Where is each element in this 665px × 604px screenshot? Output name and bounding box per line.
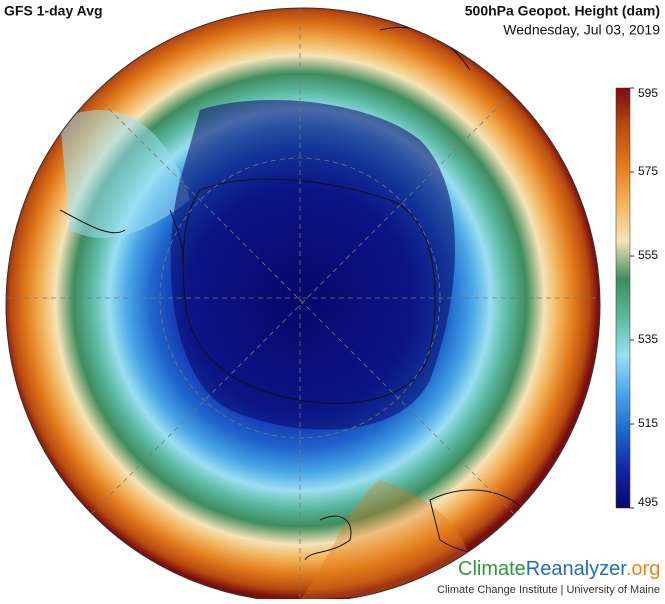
colorbar-tick-label: 515 (638, 416, 658, 430)
colorbar-tick-label: 555 (638, 248, 658, 262)
variable-label: 500hPa Geopot. Height (dam) (465, 3, 660, 19)
logo: ClimateReanalyzer.org (458, 558, 660, 580)
field-blob (300, 480, 472, 600)
coastline (304, 515, 352, 561)
colorbar-tick-label: 595 (638, 86, 658, 100)
globe (6, 8, 600, 602)
field-blob (170, 100, 455, 430)
logo-part: Climate (458, 558, 526, 580)
graticule (6, 8, 600, 602)
logo-subtitle: Climate Change Institute | University of… (437, 584, 660, 596)
logo-part: .org (626, 558, 660, 580)
antarctica-outline (182, 178, 436, 404)
field-blob (60, 109, 190, 239)
colorbar-tick-label: 575 (638, 164, 658, 178)
graticule-circle (159, 157, 441, 439)
peninsula-outline (169, 209, 184, 266)
colorbar-tick-label: 535 (638, 332, 658, 346)
map-title: GFS 1-day Avg (4, 3, 103, 19)
colorbar (615, 87, 631, 509)
coastline (59, 209, 126, 234)
colorbar-tick-label: 495 (638, 495, 658, 509)
date-label: Wednesday, Jul 03, 2019 (503, 22, 660, 38)
graticule-line (89, 89, 516, 516)
logo-part: Reanalyzer (526, 558, 628, 580)
